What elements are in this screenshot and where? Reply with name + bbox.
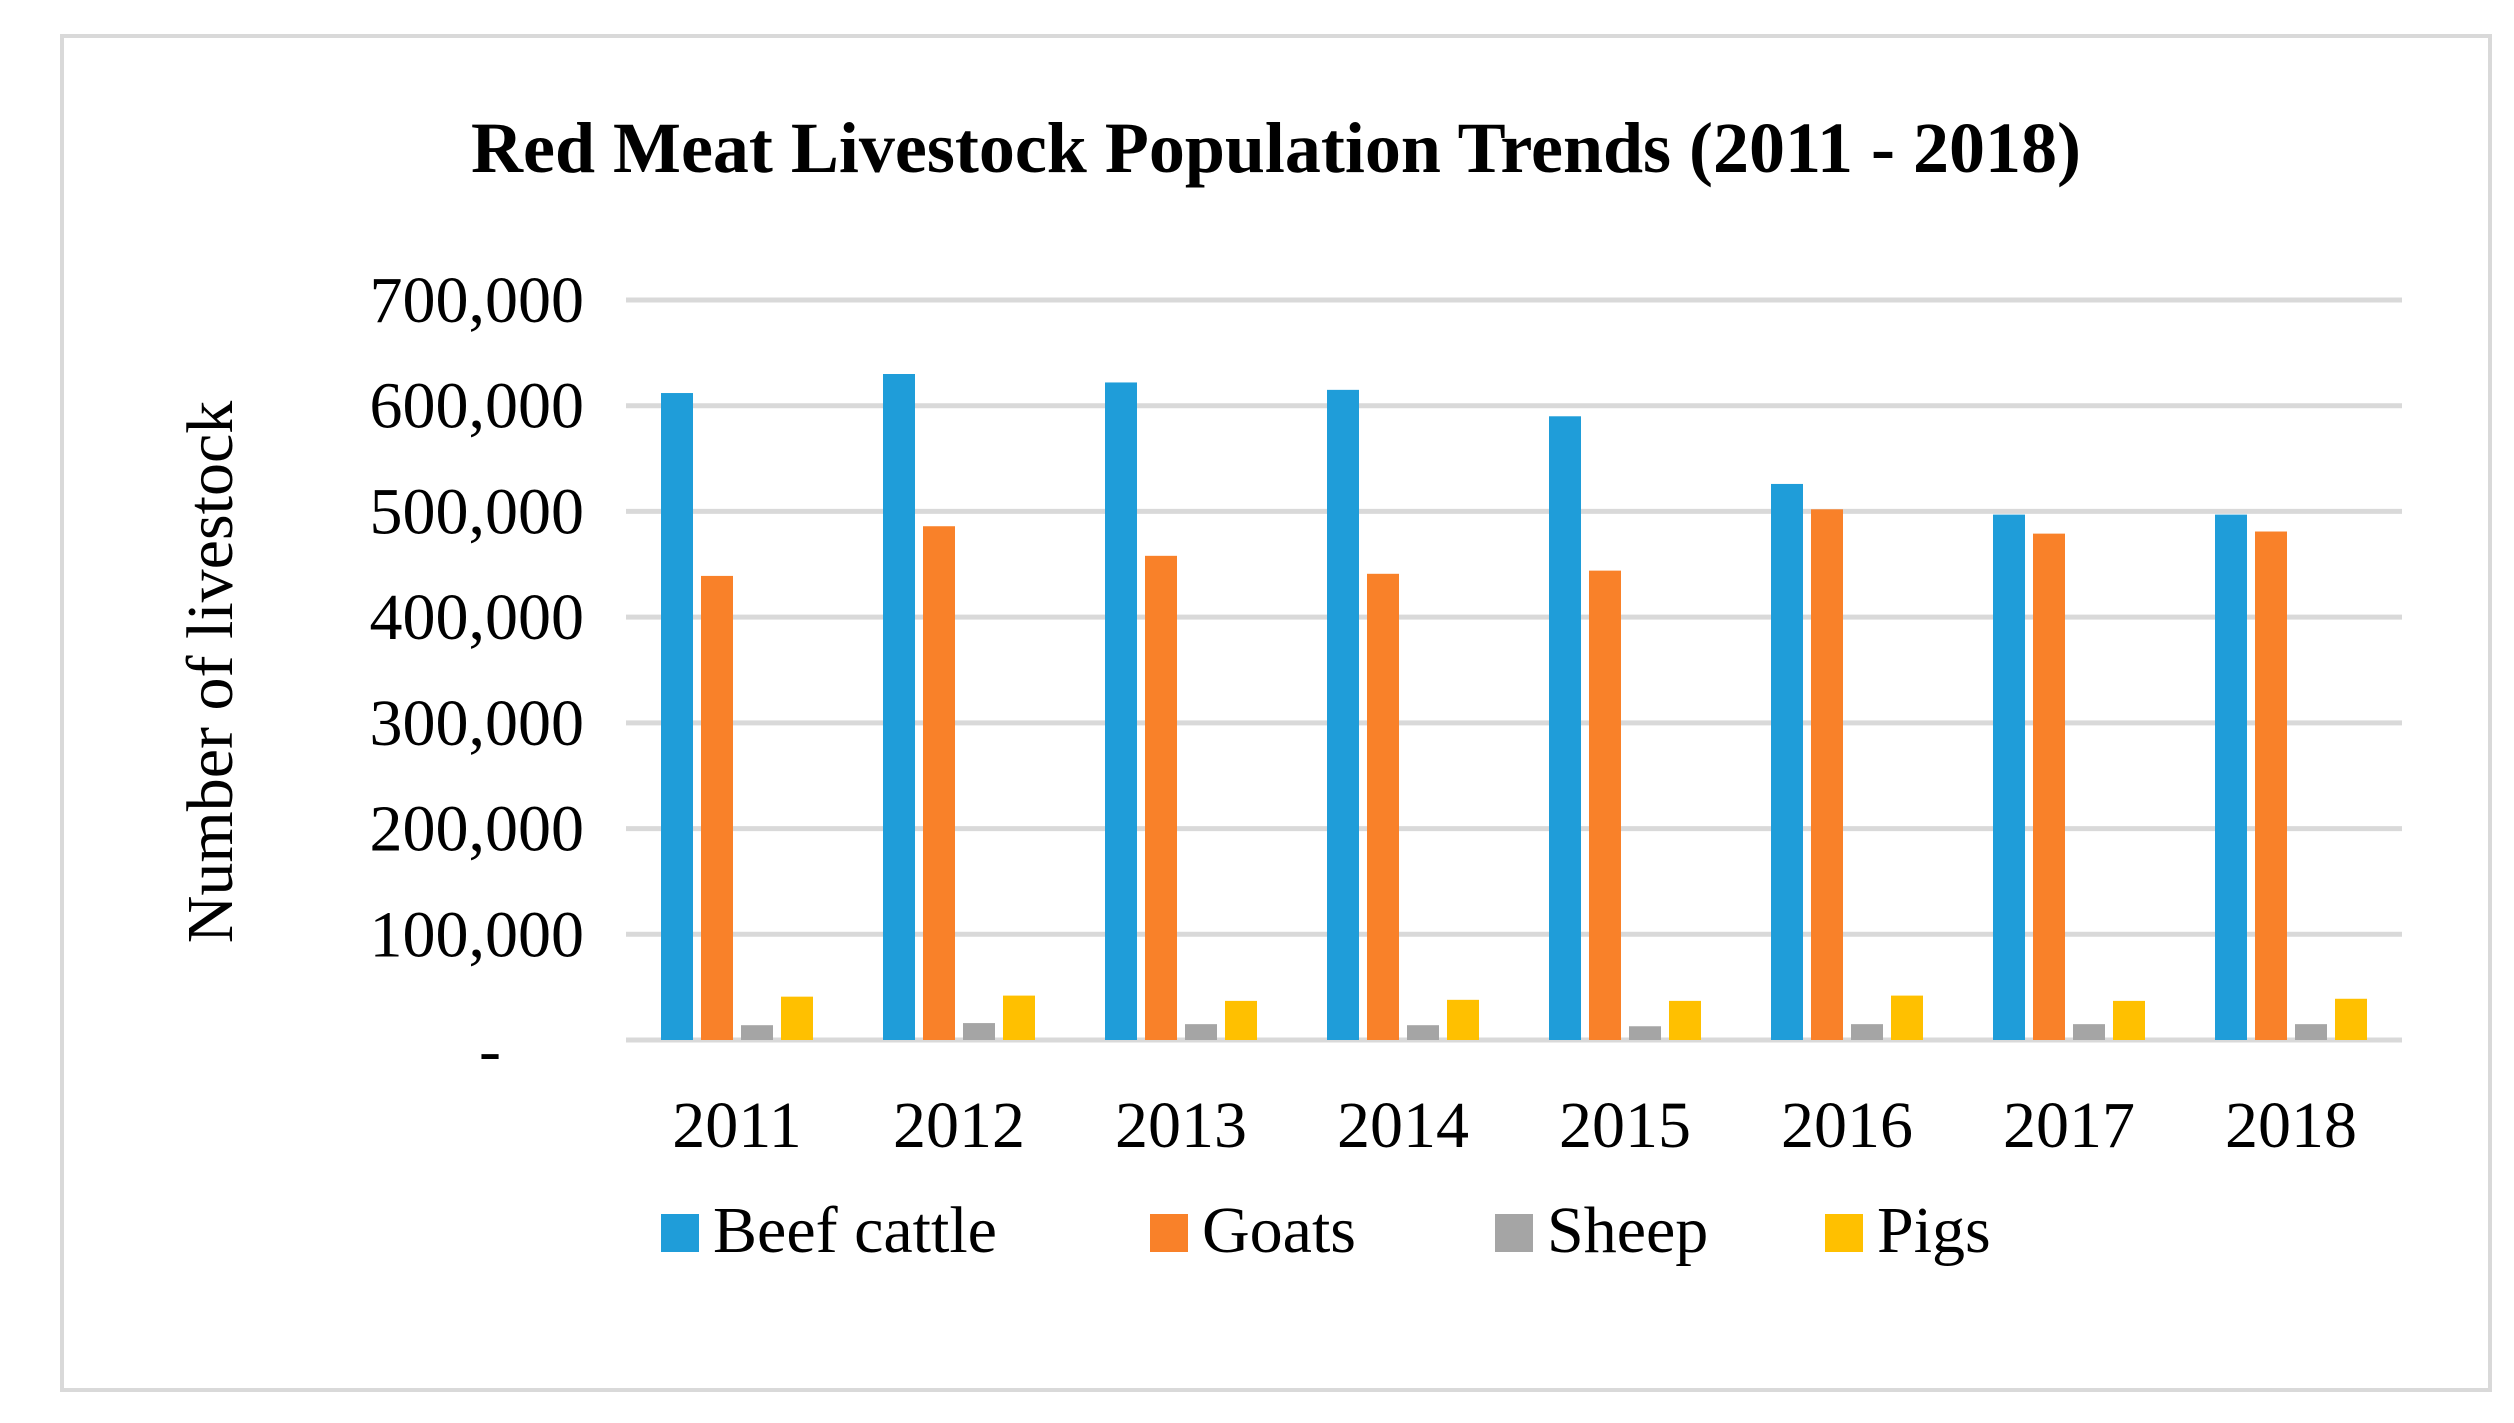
bars xyxy=(661,374,2367,1040)
bar-sheep-2011 xyxy=(741,1025,773,1040)
legend-swatch-goats xyxy=(1150,1214,1188,1252)
legend: Beef cattle Goats Sheep Pigs xyxy=(661,1194,1991,1267)
legend-label: Goats xyxy=(1202,1194,1356,1267)
y-tick-label: 500,000 xyxy=(370,475,585,548)
legend-swatch-sheep xyxy=(1495,1214,1533,1252)
x-tick-label: 2018 xyxy=(2225,1089,2357,1162)
bar-sheep-2015 xyxy=(1629,1026,1661,1040)
bar-pigs-2016 xyxy=(1891,995,1923,1040)
bar-beef-cattle-2013 xyxy=(1105,382,1137,1040)
legend-swatch-pigs xyxy=(1825,1214,1863,1252)
bar-sheep-2017 xyxy=(2073,1024,2105,1040)
chart-frame xyxy=(60,34,2492,1392)
bar-sheep-2012 xyxy=(963,1023,995,1040)
bar-goats-2014 xyxy=(1367,573,1399,1040)
bar-beef-cattle-2015 xyxy=(1549,416,1581,1040)
y-tick-label: 200,000 xyxy=(370,793,585,866)
legend-label: Beef cattle xyxy=(713,1194,997,1267)
bar-pigs-2013 xyxy=(1225,1000,1257,1040)
bar-pigs-2017 xyxy=(2113,1000,2145,1040)
bar-pigs-2014 xyxy=(1447,999,1479,1040)
bar-beef-cattle-2014 xyxy=(1327,389,1359,1040)
bar-goats-2011 xyxy=(701,575,733,1040)
x-tick-labels: 2011 2012 2013 2014 2015 2016 2017 2018 xyxy=(672,1089,2357,1162)
bar-beef-cattle-2011 xyxy=(661,393,693,1040)
bar-goats-2012 xyxy=(923,526,955,1040)
y-tick-label: 400,000 xyxy=(370,581,585,654)
bar-pigs-2011 xyxy=(781,996,813,1040)
chart-title: Red Meat Livestock Population Trends (20… xyxy=(471,108,2081,188)
bar-pigs-2018 xyxy=(2335,998,2367,1040)
grid-lines xyxy=(626,297,2402,1043)
bar-goats-2018 xyxy=(2255,531,2287,1040)
bar-goats-2016 xyxy=(1811,509,1843,1040)
bar-beef-cattle-2017 xyxy=(1993,514,2025,1040)
bar-sheep-2018 xyxy=(2295,1024,2327,1040)
y-axis-label: Number of livestock xyxy=(174,401,247,944)
x-tick-label: 2012 xyxy=(893,1089,1025,1162)
y-tick-label: - xyxy=(479,1014,501,1087)
bar-goats-2015 xyxy=(1589,570,1621,1040)
x-tick-label: 2014 xyxy=(1337,1089,1469,1162)
bar-pigs-2012 xyxy=(1003,995,1035,1040)
x-tick-label: 2017 xyxy=(2003,1089,2135,1162)
legend-label: Pigs xyxy=(1877,1194,1991,1267)
y-tick-label: 300,000 xyxy=(370,687,585,760)
bar-beef-cattle-2012 xyxy=(883,374,915,1040)
bar-goats-2017 xyxy=(2033,533,2065,1040)
x-tick-label: 2016 xyxy=(1781,1089,1913,1162)
bar-sheep-2013 xyxy=(1185,1024,1217,1040)
x-tick-label: 2011 xyxy=(672,1089,802,1162)
y-tick-label: 100,000 xyxy=(370,898,585,971)
legend-swatch-beef-cattle xyxy=(661,1214,699,1252)
bar-beef-cattle-2016 xyxy=(1771,483,1803,1040)
bar-sheep-2016 xyxy=(1851,1024,1883,1040)
bar-beef-cattle-2018 xyxy=(2215,514,2247,1040)
bar-sheep-2014 xyxy=(1407,1025,1439,1040)
bar-pigs-2015 xyxy=(1669,1000,1701,1040)
legend-label: Sheep xyxy=(1547,1194,1708,1267)
y-tick-labels: - 100,000 200,000 300,000 400,000 500,000 600,… xyxy=(370,264,585,1087)
bar-goats-2013 xyxy=(1145,555,1177,1040)
x-tick-label: 2015 xyxy=(1559,1089,1691,1162)
y-tick-label: 700,000 xyxy=(370,264,585,337)
y-tick-label: 600,000 xyxy=(370,370,585,443)
x-tick-label: 2013 xyxy=(1115,1089,1247,1162)
